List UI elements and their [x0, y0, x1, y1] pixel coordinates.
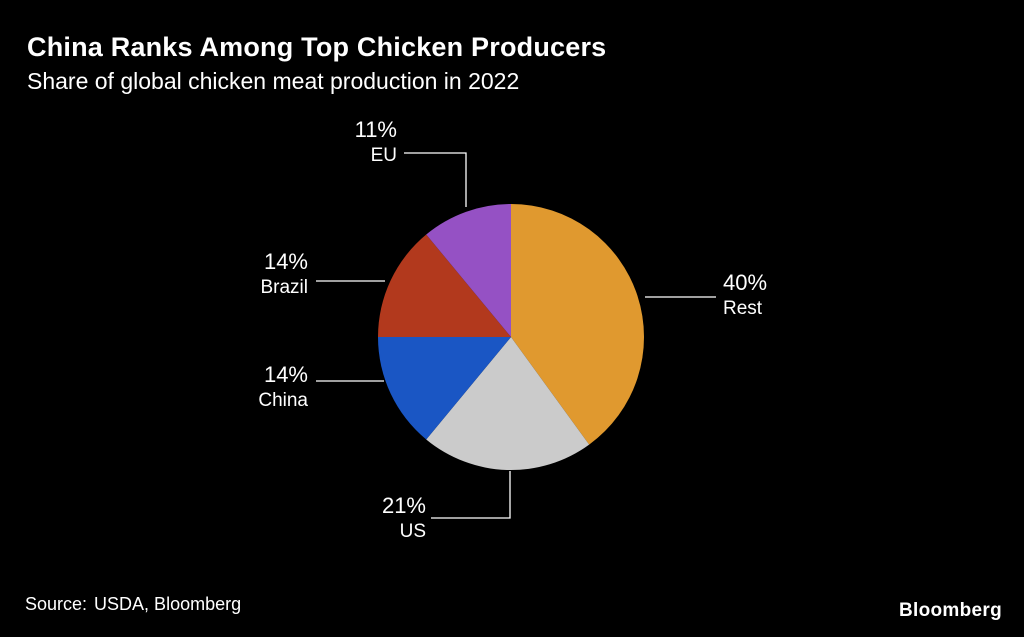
- slice-label-eu: 11% EU: [355, 117, 397, 167]
- slice-label-rest: 40% Rest: [723, 270, 767, 320]
- slice-name-china: China: [258, 389, 308, 411]
- slice-label-brazil: 14% Brazil: [260, 249, 308, 299]
- slice-name-eu: EU: [370, 144, 397, 166]
- slice-label-china: 14% China: [258, 362, 308, 412]
- source-value: USDA, Bloomberg: [94, 594, 242, 614]
- slice-name-us: US: [399, 520, 426, 542]
- bloomberg-logo: Bloomberg: [899, 600, 1002, 621]
- slice-label-us: 21% US: [382, 493, 426, 543]
- pie-slice-eu: [426, 204, 511, 337]
- pie-slice-china: [378, 337, 511, 440]
- slice-pct-china: 14%: [263, 362, 308, 387]
- pie-slice-brazil: [378, 234, 511, 337]
- slice-pct-eu: 11%: [354, 117, 397, 142]
- slice-pct-us: 21%: [381, 493, 426, 518]
- slice-name-brazil: Brazil: [260, 276, 308, 298]
- slice-name-rest: Rest: [723, 297, 763, 319]
- pie-slice-rest: [511, 204, 645, 445]
- source-line: Source: USDA, Bloomberg: [25, 594, 241, 615]
- pie-slices: [378, 204, 645, 471]
- slice-pct-rest: 40%: [723, 270, 768, 295]
- source-label: Source:: [25, 594, 88, 614]
- pie-slice-us: [426, 337, 590, 471]
- slice-pct-brazil: 14%: [263, 249, 308, 274]
- leader-line-eu: [404, 152, 467, 207]
- chart-subtitle: Share of global chicken meat production …: [27, 68, 520, 94]
- chart-title: China Ranks Among Top Chicken Producers: [27, 32, 607, 62]
- leader-line-us: [431, 471, 511, 519]
